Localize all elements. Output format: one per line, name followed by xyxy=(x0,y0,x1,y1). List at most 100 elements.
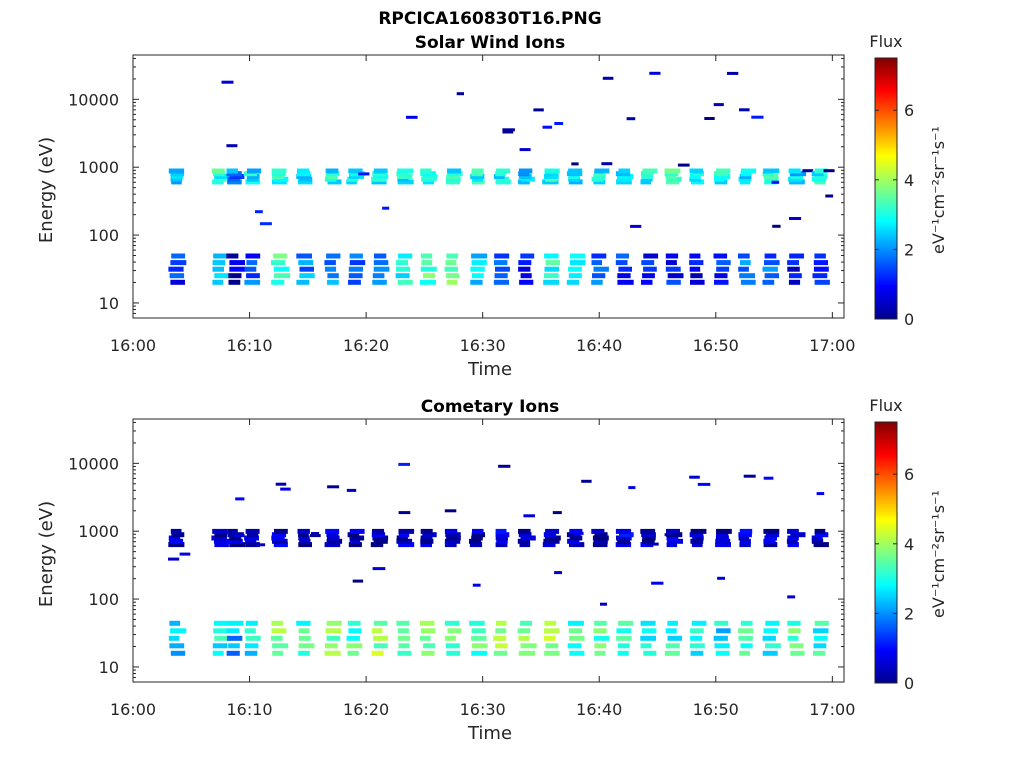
spectrogram-cell xyxy=(763,168,780,174)
spectrogram-cell xyxy=(246,174,260,179)
spectrogram-cell xyxy=(495,542,508,548)
spectrogram-cell xyxy=(494,260,508,266)
spectrogram-cell xyxy=(326,532,339,538)
y-tick-label: 100 xyxy=(88,226,119,245)
spectrogram-cell xyxy=(591,253,607,259)
spectrogram-cell xyxy=(244,650,258,656)
spectrogram-cell xyxy=(169,620,181,626)
spectrogram-cell xyxy=(630,224,642,228)
spectrogram-cell xyxy=(739,528,753,534)
spectrogram-cell xyxy=(738,532,752,538)
spectrogram-cell xyxy=(272,538,288,544)
spectrogram-cell xyxy=(689,260,704,266)
spectrogram-cell xyxy=(641,176,653,182)
spectrogram-cell xyxy=(324,266,337,272)
spectrogram-cell xyxy=(544,174,559,179)
spectrogram-cell xyxy=(470,266,485,272)
spectrogram-cell xyxy=(494,174,505,179)
spectrogram-cell xyxy=(518,532,532,538)
spectrogram-cell xyxy=(495,528,507,534)
spectrogram-cell xyxy=(471,535,483,541)
spectrogram-cell xyxy=(689,532,704,538)
spectrogram-cell xyxy=(179,552,191,556)
spectrogram-cell xyxy=(714,176,725,182)
spectrogram-cell xyxy=(228,273,242,279)
spectrogram-cell xyxy=(643,650,657,656)
spectrogram-cell xyxy=(764,176,779,182)
spectrogram-cell xyxy=(542,125,553,129)
spectrogram-cell xyxy=(228,620,244,626)
spectrogram-cell xyxy=(569,535,583,541)
spectrogram-cell xyxy=(420,535,433,541)
spectrogram-cell xyxy=(520,176,535,182)
spectrogram-cell xyxy=(493,650,508,656)
x-tick-label: 16:20 xyxy=(343,336,389,355)
spectrogram-cell xyxy=(444,266,458,272)
spectrogram-cell xyxy=(713,171,729,177)
spectrogram-cell xyxy=(372,279,387,285)
spectrogram-cell xyxy=(271,168,287,174)
spectrogram-cell xyxy=(494,253,510,259)
spectrogram-cell xyxy=(396,535,408,541)
spectrogram-cell xyxy=(446,273,460,279)
spectrogram-cell xyxy=(447,171,463,177)
colorbar-tick-label: 4 xyxy=(904,535,914,554)
spectrogram-cell xyxy=(665,253,679,259)
spectrogram-cell xyxy=(790,171,807,177)
spectrogram-cell xyxy=(812,628,829,634)
spectrogram-cell xyxy=(211,535,227,541)
spectrogram-cell xyxy=(591,528,605,534)
spectrogram-cell xyxy=(272,179,287,185)
spectrogram-cell xyxy=(214,542,229,548)
spectrogram-cell xyxy=(346,179,357,185)
spectrogram-cell xyxy=(787,635,799,641)
spectrogram-cell xyxy=(495,643,508,649)
spectrogram-cell xyxy=(420,168,432,174)
spectrogram-cell xyxy=(569,635,585,641)
spectrogram-cell xyxy=(520,253,535,259)
spectrogram-cell xyxy=(552,511,562,515)
spectrogram-cell xyxy=(170,628,187,634)
spectrogram-cell xyxy=(764,260,780,266)
spectrogram-cell xyxy=(229,174,245,179)
colorbar-ticks: 0 2 4 6 xyxy=(875,465,914,693)
spectrogram-cell xyxy=(371,532,386,538)
spectrogram-cell xyxy=(214,620,229,626)
spectrogram-cell xyxy=(226,650,240,656)
spectrogram-cell xyxy=(470,174,485,179)
spectrogram-cell xyxy=(692,171,704,177)
spectrogram-cell xyxy=(213,253,227,259)
colorbar-gradient xyxy=(874,57,898,320)
spectrogram-cell xyxy=(421,650,435,656)
colorbar-cometary: Flux 0 2 4 6 eV⁻¹cm⁻²sr⁻¹s⁻¹ xyxy=(869,396,948,693)
spectrogram-cell xyxy=(420,538,434,544)
spectrogram-cell xyxy=(446,253,459,259)
spectrogram-cell xyxy=(327,485,340,489)
spectrogram-cell xyxy=(446,279,458,285)
spectrogram-cell xyxy=(495,628,507,634)
spectrogram-cell xyxy=(495,179,511,185)
spectrogram-cell xyxy=(812,273,828,279)
spectrogram-cell xyxy=(229,266,246,272)
spectrogram-cell xyxy=(233,533,245,537)
spectrogram-cell xyxy=(271,171,286,177)
spectrogram-cell xyxy=(772,224,781,228)
spectrogram-cell xyxy=(352,579,364,583)
spectrogram-cell xyxy=(324,650,341,656)
spectrogram-cell xyxy=(298,635,311,641)
spectrogram-cell xyxy=(324,176,337,182)
spectrogram-cell xyxy=(543,273,559,279)
spectrogram-cell xyxy=(274,528,288,534)
x-axis-ticks: 16:00 16:10 16:20 16:30 16:40 16:50 17:00 xyxy=(110,419,855,719)
spectrogram-cell xyxy=(740,279,756,285)
spectrogram-cell xyxy=(715,542,731,548)
spectrogram-cell xyxy=(472,643,488,649)
spectrogram-cell xyxy=(272,174,284,179)
spectrogram-cell xyxy=(518,260,532,266)
spectrogram-cell xyxy=(255,543,266,547)
spectrogram-cell xyxy=(517,538,530,544)
spectrogram-cell xyxy=(717,576,725,580)
spectrogram-cell xyxy=(594,643,607,649)
spectrogram-cell xyxy=(299,266,314,272)
spectrogram-cell xyxy=(716,260,731,266)
